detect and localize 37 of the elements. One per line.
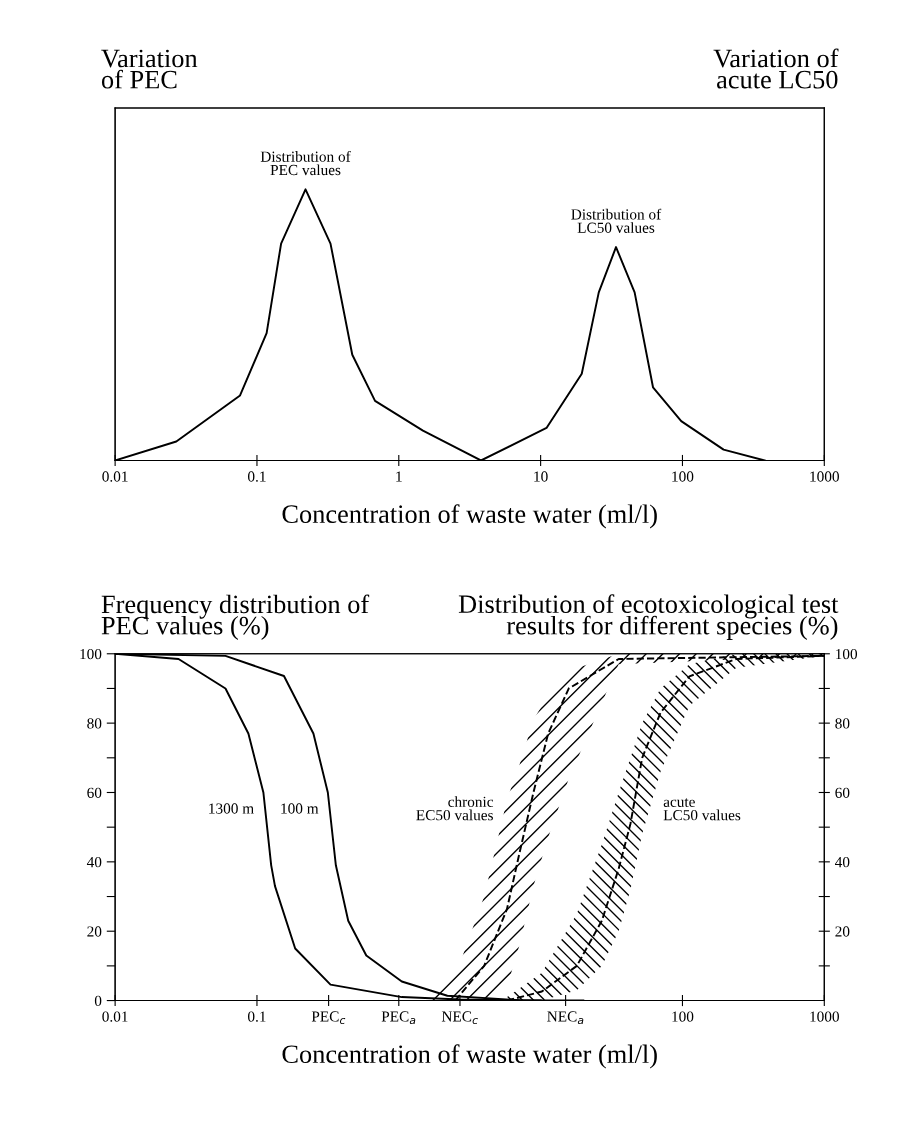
y-tick-label: 20 (87, 926, 102, 937)
x-tick-label: 10 (534, 471, 548, 482)
y-tick-label: 0 (94, 995, 102, 1007)
y2-tick-label: 100 (836, 648, 858, 660)
series-label: Distribution of LC50 values (571, 208, 662, 233)
y-tick-label: 80 (87, 718, 102, 729)
y2-axis-title: Distribution of ecotoxicological test results for different species (%) (458, 594, 839, 640)
series-label: acute LC50 values (663, 798, 741, 821)
x-axis-title: Concentration of waste water (ml/l) (282, 504, 657, 529)
x-tick-label: 0.01 (102, 1011, 128, 1022)
series-label: Distribution of PEC values (260, 150, 351, 176)
y2-tick-label: 40 (835, 856, 850, 868)
y2-axis-title: Variation of acute LC50 (713, 48, 839, 89)
y2-tick-label: 80 (835, 718, 850, 729)
y-tick-label: 40 (86, 856, 102, 868)
x-tick-label: 0.01 (102, 471, 128, 482)
x-tick-label: 1000 (810, 1011, 839, 1022)
x-axis-title: Concentration of waste water (ml/l) (282, 1044, 657, 1069)
y-tick-label: 100 (80, 648, 102, 660)
y2-tick-label: 20 (835, 926, 850, 937)
y-axis-title: Frequency distribution of PEC values (%) (101, 594, 370, 640)
series-label: 1300 m (209, 803, 254, 814)
x-tick-label: NEC$_{a}$ (547, 1011, 584, 1025)
y-axis-title: Variation of PEC (101, 49, 198, 89)
series-label: 100 m (281, 803, 319, 814)
x-tick-label: PEC$_{a}$ (381, 1011, 416, 1025)
y-tick-label: 60 (87, 787, 102, 798)
x-tick-label: 100 (672, 471, 694, 482)
x-tick-label: NEC$_{c}$ (441, 1011, 478, 1025)
text: chronic EC50 values (416, 796, 494, 821)
x-tick-label: 1000 (810, 471, 839, 482)
x-tick-label: 1 (396, 471, 402, 482)
x-tick-label: 0.1 (247, 1011, 266, 1022)
x-tick-label: 0.1 (247, 471, 266, 482)
x-tick-label: PEC$_{c}$ (311, 1011, 346, 1025)
y2-tick-label: 60 (835, 787, 850, 798)
x-tick-label: 100 (672, 1011, 694, 1022)
